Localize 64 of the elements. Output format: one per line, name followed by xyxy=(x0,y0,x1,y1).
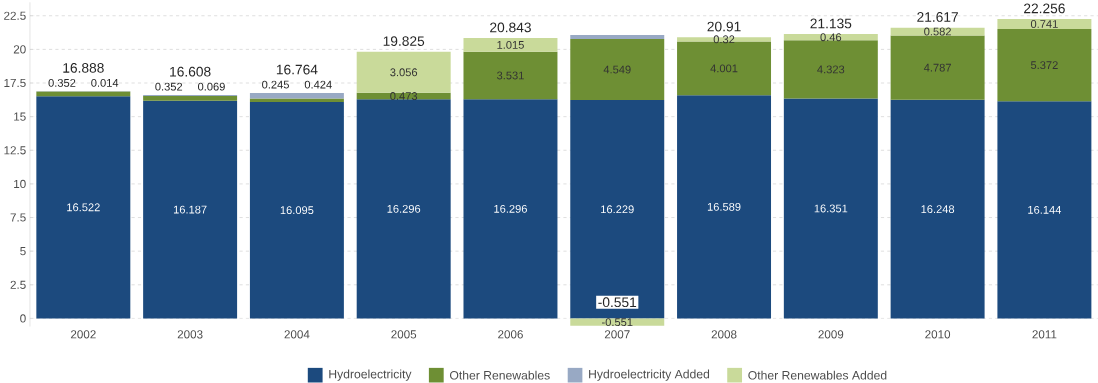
total-label: 19.825 xyxy=(383,36,425,47)
data-label: 16.229 xyxy=(601,205,634,214)
y-tick-label: 20 xyxy=(13,45,26,54)
data-label: 0.424 xyxy=(304,80,332,89)
data-label: 5.372 xyxy=(1030,61,1058,70)
x-tick-label: 2010 xyxy=(925,330,951,339)
y-tick-label: 10 xyxy=(14,179,26,189)
data-label: -0.551 xyxy=(602,318,633,327)
y-tick-label: 5 xyxy=(20,247,26,256)
data-label: 4.787 xyxy=(923,63,951,72)
total-label: 20.91 xyxy=(707,21,741,32)
data-label: 0.473 xyxy=(390,92,418,100)
data-label: 16.351 xyxy=(814,204,848,213)
legend-label: Hydroelectricity xyxy=(329,369,412,381)
data-label: 4.001 xyxy=(710,64,738,73)
x-tick-label: 2003 xyxy=(177,330,203,339)
legend-label: Other Renewables Added xyxy=(748,370,887,380)
data-label: 0.741 xyxy=(1030,20,1058,28)
x-tick-label: 2004 xyxy=(284,330,310,339)
data-label: 1.015 xyxy=(497,40,524,49)
data-label: 0.352 xyxy=(48,79,76,87)
data-label: 0.582 xyxy=(924,27,951,36)
x-tick-label: 2008 xyxy=(711,330,737,339)
data-label: 0.014 xyxy=(91,79,119,87)
data-label: 4.323 xyxy=(817,65,845,74)
x-tick-label: 2009 xyxy=(818,330,844,339)
data-label: 3.531 xyxy=(496,71,524,80)
legend-label: Hydroelectricity Added xyxy=(589,369,710,381)
y-tick-label: 17.5 xyxy=(4,78,26,88)
y-tick-label: 2.5 xyxy=(10,280,26,289)
data-label: 16.589 xyxy=(707,202,741,211)
y-tick-label: 15 xyxy=(14,112,26,121)
data-label: 16.144 xyxy=(1028,205,1062,214)
x-tick-label: 2006 xyxy=(498,330,523,339)
total-label: 16.888 xyxy=(63,63,104,73)
total-label: 21.617 xyxy=(917,12,958,22)
y-tick-label: 0 xyxy=(20,314,26,323)
data-label: 0.352 xyxy=(155,82,183,91)
data-label: 0.245 xyxy=(262,80,289,89)
total-label: 22.256 xyxy=(1024,3,1065,14)
total-label: 16.608 xyxy=(170,66,211,77)
data-label: 3.056 xyxy=(390,68,418,77)
data-label: 0.46 xyxy=(820,33,842,42)
x-tick-label: 2011 xyxy=(1032,330,1057,339)
data-label: 16.522 xyxy=(67,203,100,212)
data-label: 0.32 xyxy=(713,35,735,44)
data-label: 16.187 xyxy=(173,205,207,214)
data-label: 16.248 xyxy=(921,205,955,214)
data-label: 16.095 xyxy=(280,206,314,215)
annotation: -0.551 xyxy=(598,297,637,308)
y-tick-label: 7.5 xyxy=(10,213,26,222)
total-label: 21.135 xyxy=(810,18,852,29)
data-label: 4.549 xyxy=(603,65,631,74)
x-tick-label: 2002 xyxy=(70,330,96,339)
data-label: 0.069 xyxy=(198,82,225,91)
data-label: 16.296 xyxy=(494,204,527,213)
y-tick-label: 12.5 xyxy=(4,146,26,155)
legend-label: Other Renewables xyxy=(449,370,550,380)
total-label: 20.843 xyxy=(490,22,531,33)
y-tick-label: 22.5 xyxy=(4,11,26,20)
x-tick-label: 2005 xyxy=(391,330,417,339)
data-label: 16.296 xyxy=(387,204,421,213)
x-tick-label: 2007 xyxy=(604,330,630,339)
total-label: 16.764 xyxy=(276,64,318,75)
